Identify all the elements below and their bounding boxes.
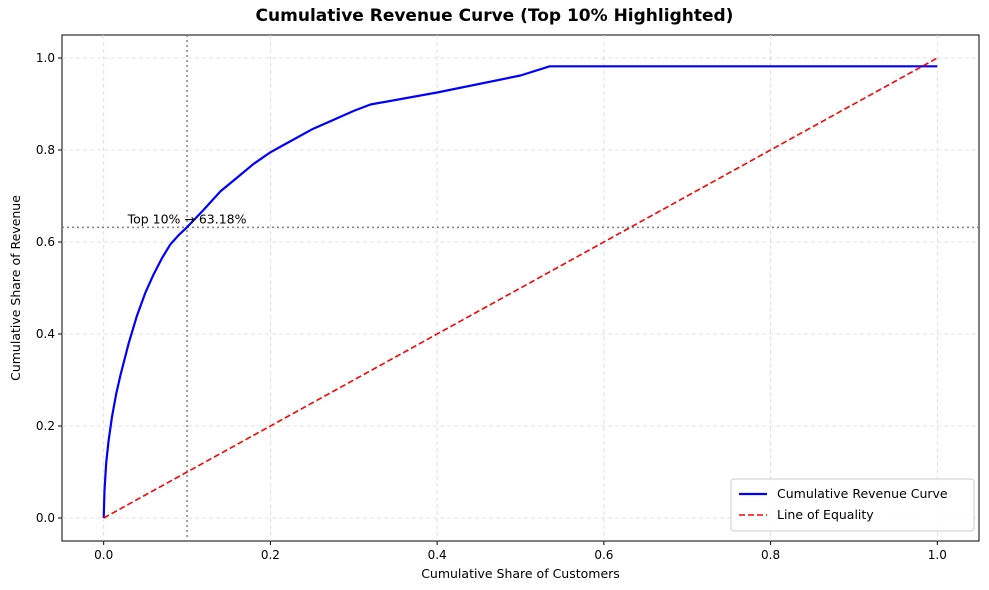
legend-label: Line of Equality [777, 507, 874, 522]
tick-layer: 0.0 0.2 0.4 0.6 0.8 1.0 0.0 0.2 0.4 0.6 0.8 1.0 [36, 51, 947, 562]
chart-title: Cumulative Revenue Curve (Top 10% Highli… [255, 6, 734, 26]
y-tick-label: 0.2 [36, 419, 55, 433]
legend-label: Cumulative Revenue Curve [777, 486, 948, 501]
x-tick-label: 0.0 [94, 548, 113, 562]
legend: Cumulative Revenue Curve Line of Equality [730, 478, 975, 532]
y-axis-label: Cumulative Share of Revenue [8, 195, 23, 381]
x-tick-label: 0.8 [761, 548, 780, 562]
y-tick-label: 0.4 [36, 327, 55, 341]
y-tick-label: 0.6 [36, 235, 55, 249]
plot-frame [61, 34, 980, 542]
y-tick-label: 0.8 [36, 143, 55, 157]
series-layer [102, 57, 938, 519]
series-line-line-of-equality [103, 57, 938, 519]
annotation-layer: Top 10% → 63.18% [127, 211, 247, 226]
x-tick-label: 0.6 [594, 548, 613, 562]
y-tick-label: 0.0 [36, 511, 55, 525]
x-axis-label: Cumulative Share of Customers [421, 566, 620, 581]
x-tick-label: 0.4 [428, 548, 447, 562]
y-tick-label: 1.0 [36, 51, 55, 65]
series-line-cumulative-revenue-curve [102, 65, 938, 519]
grid-layer [62, 35, 979, 541]
x-tick-label: 1.0 [928, 548, 947, 562]
annotation-label: Top 10% → 63.18% [127, 211, 247, 226]
reference-lines [62, 35, 979, 541]
x-tick-label: 0.2 [261, 548, 280, 562]
legend-box [730, 478, 975, 532]
